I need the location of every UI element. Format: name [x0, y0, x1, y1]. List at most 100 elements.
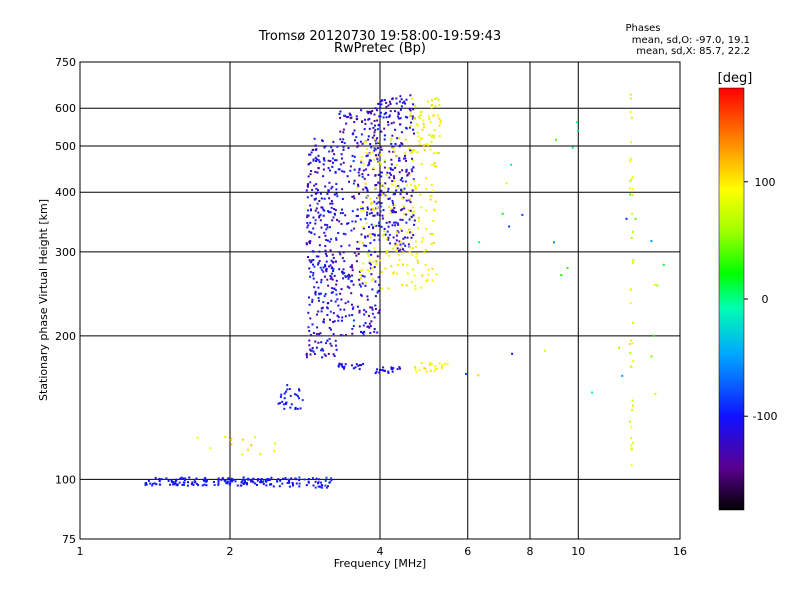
echo-point: [369, 242, 372, 245]
echo-point: [308, 230, 311, 233]
echo-point: [380, 202, 383, 205]
echo-point: [357, 183, 359, 186]
echo-point: [368, 117, 371, 120]
echo-point: [330, 478, 333, 481]
echo-point: [405, 170, 408, 173]
echo-point: [398, 253, 400, 256]
echo-point: [424, 263, 427, 266]
echo-point: [368, 233, 371, 236]
echo-point: [317, 341, 320, 344]
echo-point: [392, 271, 395, 274]
echo-point: [363, 313, 366, 316]
echo-point: [307, 175, 310, 178]
echo-point: [266, 479, 269, 482]
echo-point: [328, 265, 331, 268]
echo-point: [343, 308, 346, 311]
data-points: [144, 93, 665, 489]
echo-point: [375, 142, 377, 145]
echo-point: [330, 187, 333, 190]
echo-point: [364, 118, 366, 121]
echo-point: [392, 147, 395, 150]
echo-point: [402, 196, 405, 199]
echo-point: [358, 311, 361, 314]
echo-point: [376, 212, 379, 214]
echo-point: [327, 352, 330, 355]
echo-point: [508, 225, 511, 228]
echo-point: [367, 112, 370, 115]
echo-point: [313, 137, 316, 140]
echo-point: [416, 262, 419, 264]
echo-point: [379, 153, 382, 156]
echo-point: [412, 166, 415, 169]
echo-point: [425, 227, 428, 230]
echo-point: [403, 207, 406, 210]
echo-point: [411, 212, 414, 215]
echo-point: [337, 316, 340, 319]
echo-point: [292, 484, 294, 487]
echo-point: [273, 442, 276, 445]
echo-point: [182, 481, 185, 484]
echo-point: [330, 344, 333, 347]
echo-point: [410, 183, 412, 186]
echo-point: [631, 230, 634, 233]
echo-point: [347, 273, 350, 276]
echo-point: [392, 145, 395, 148]
echo-point: [336, 218, 338, 221]
echo-point: [360, 207, 363, 210]
echo-point: [331, 150, 334, 153]
echo-point: [372, 226, 375, 229]
echo-point: [373, 147, 376, 150]
echo-point: [373, 247, 376, 250]
echo-point: [425, 209, 428, 212]
echo-point: [390, 168, 393, 171]
echo-point: [406, 264, 409, 267]
echo-point: [335, 192, 338, 195]
echo-point: [398, 259, 401, 262]
chart-subtitle: RwPretec (Bp): [334, 41, 426, 56]
echo-point: [323, 353, 326, 356]
echo-point: [328, 150, 331, 153]
echo-point: [383, 230, 386, 233]
echo-point: [349, 113, 352, 116]
echo-point: [334, 213, 336, 216]
echo-point: [405, 192, 408, 195]
echo-point: [428, 133, 431, 136]
echo-point: [408, 218, 411, 221]
echo-point: [316, 326, 319, 329]
echo-point: [307, 481, 310, 484]
echo-point: [312, 259, 315, 261]
echo-point: [309, 353, 312, 356]
echo-point: [360, 293, 362, 296]
echo-point: [433, 129, 436, 132]
echo-point: [377, 142, 380, 144]
echo-point: [353, 129, 356, 132]
echo-point: [419, 111, 422, 114]
echo-point: [313, 233, 316, 236]
echo-point: [389, 167, 392, 170]
echo-point: [356, 186, 359, 189]
echo-point: [374, 250, 376, 253]
echo-point: [323, 146, 326, 149]
echo-point: [421, 128, 424, 131]
echo-point: [389, 242, 391, 245]
echo-point: [247, 448, 250, 451]
echo-point: [391, 98, 394, 101]
echo-point: [331, 272, 333, 275]
echo-point: [387, 225, 390, 228]
echo-point: [329, 249, 332, 252]
echo-point: [353, 251, 356, 254]
echo-point: [412, 178, 415, 181]
echo-point: [371, 308, 374, 311]
echo-point: [358, 192, 361, 195]
echo-point: [172, 483, 174, 486]
echo-point: [312, 277, 315, 280]
echo-point: [269, 483, 271, 486]
echo-point: [307, 311, 310, 314]
echo-point: [369, 331, 372, 334]
echo-point: [382, 116, 385, 119]
echo-point: [430, 363, 433, 366]
echo-point: [409, 149, 411, 152]
echo-point: [298, 476, 301, 479]
echo-point: [337, 304, 340, 307]
echo-point: [381, 369, 384, 372]
